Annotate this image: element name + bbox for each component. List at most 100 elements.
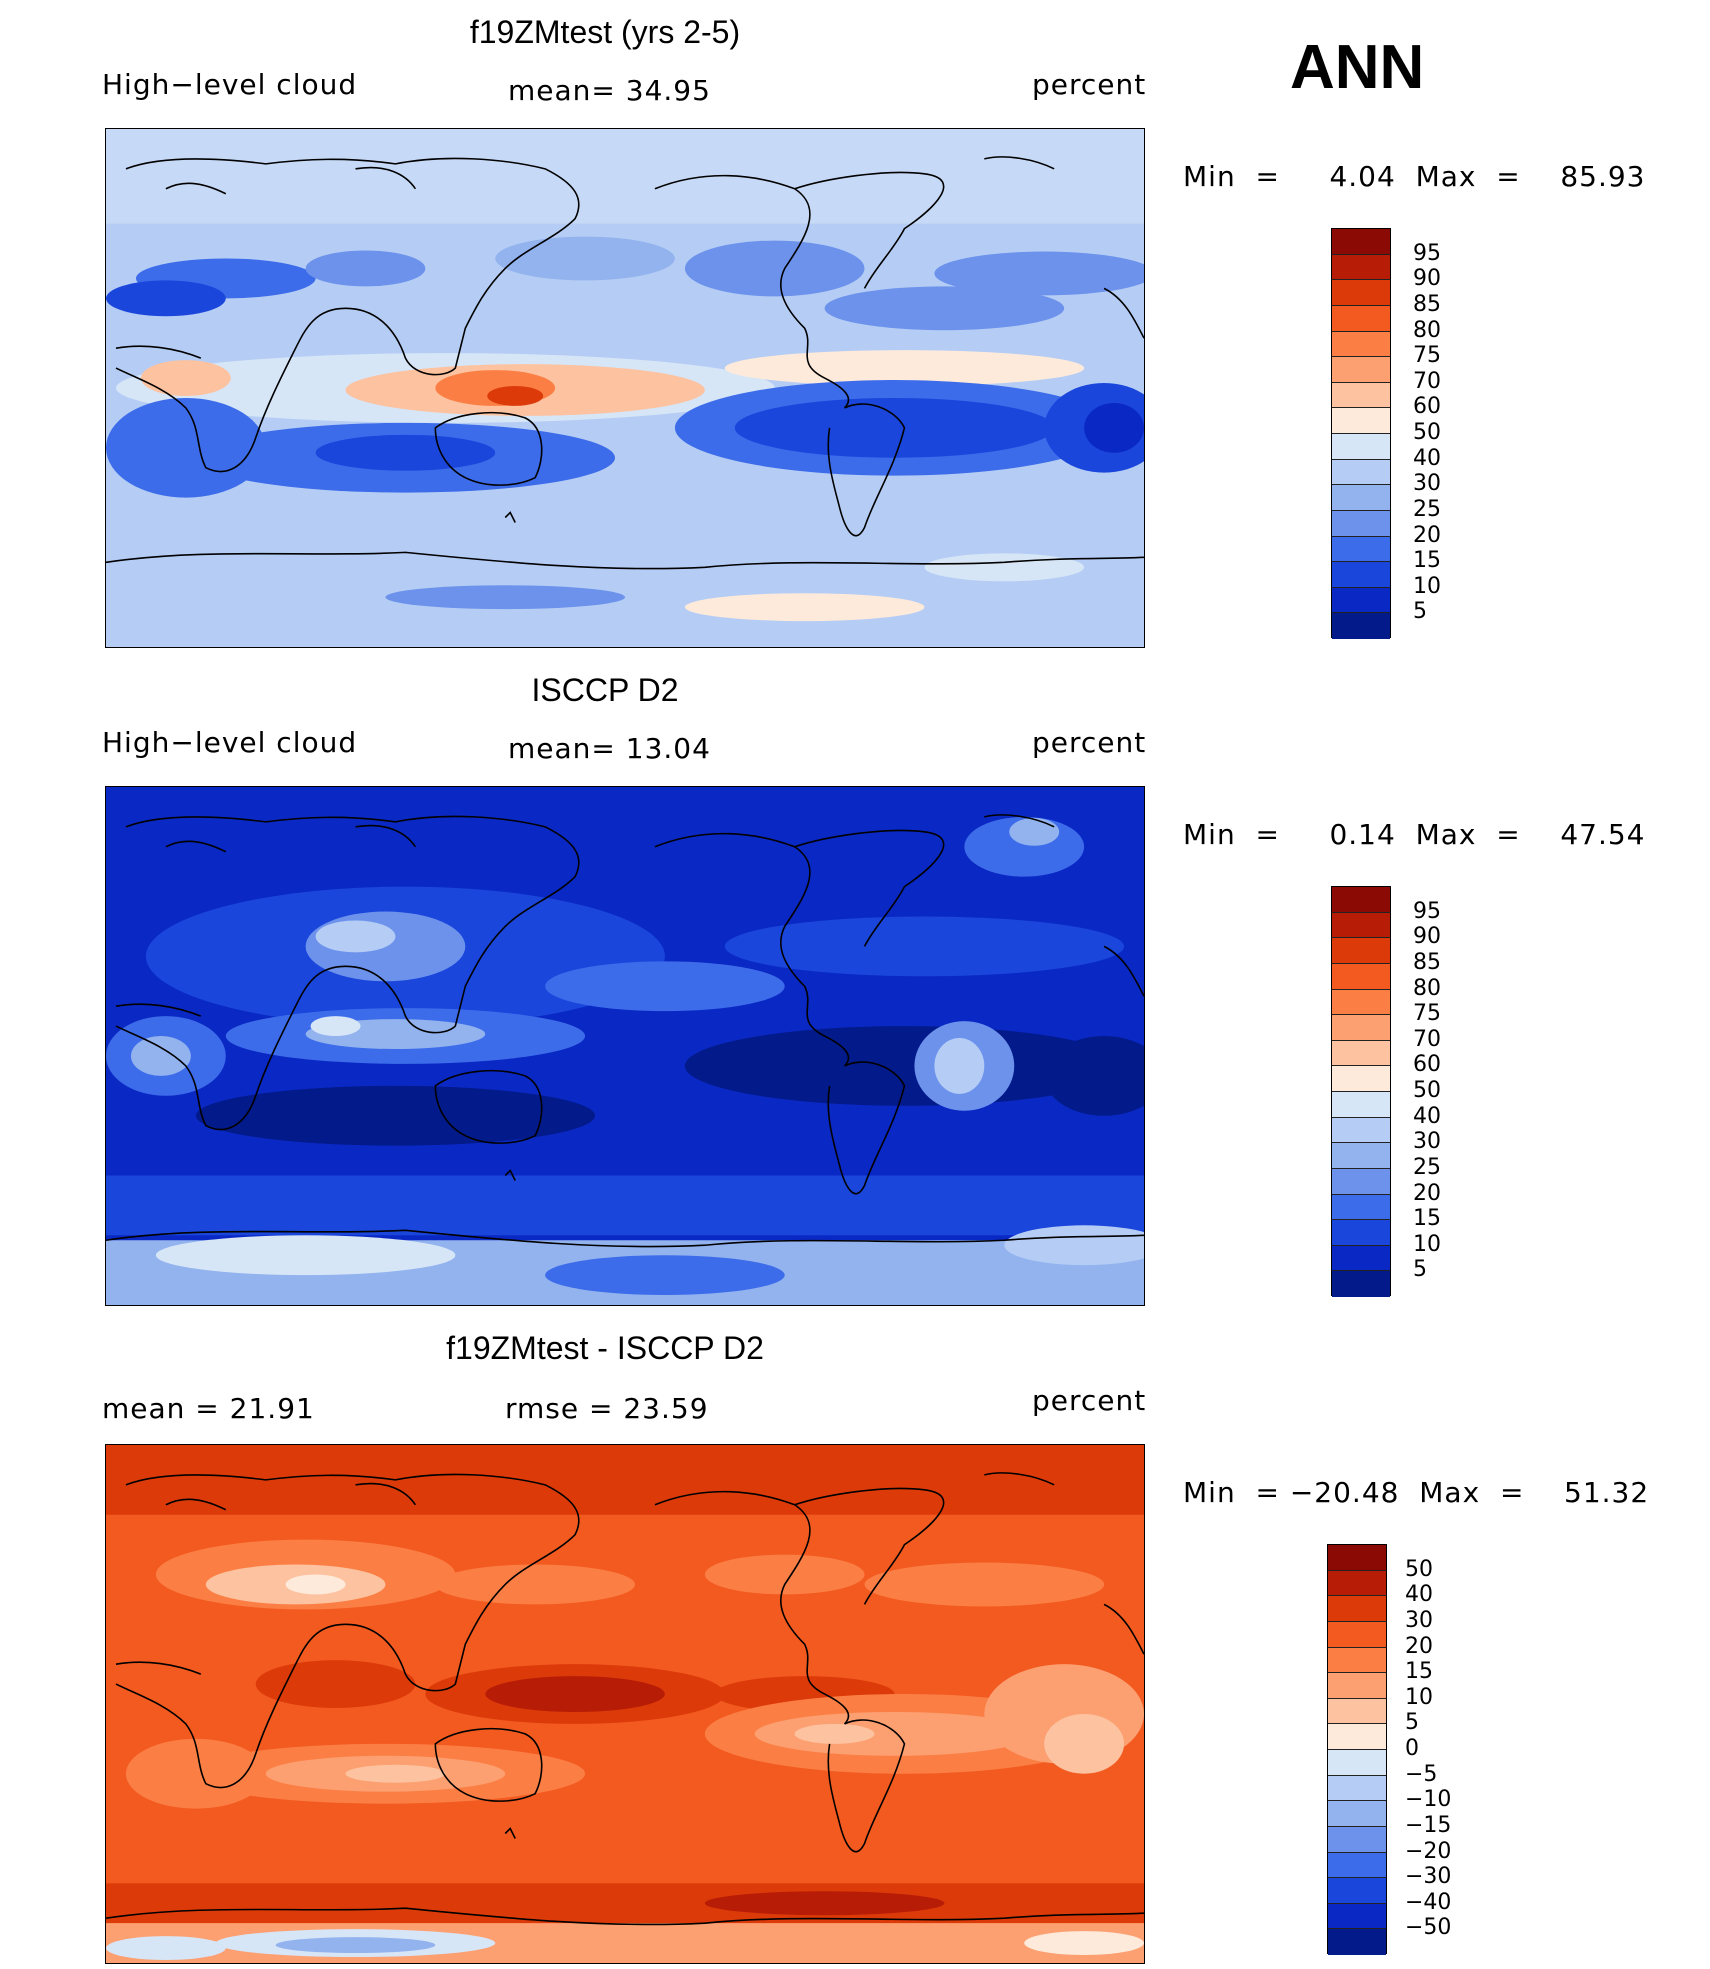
- colorbar-tick-label: 15: [1413, 548, 1441, 574]
- units-label: percent: [1032, 1384, 1147, 1417]
- colorbar-cell: [1332, 938, 1390, 964]
- colorbar-cell: [1332, 280, 1390, 306]
- mean-label: mean = 21.91: [102, 1392, 315, 1425]
- variable-label: High−level cloud: [102, 68, 358, 101]
- colorbar: [1327, 1544, 1387, 1955]
- colorbar-tick-label: 10: [1413, 1231, 1441, 1257]
- colorbar-tick-label: −5: [1405, 1761, 1438, 1787]
- colorbar-cell: [1328, 1621, 1386, 1648]
- colorbar-cell: [1328, 1878, 1386, 1904]
- colorbar-tick-label: 80: [1413, 317, 1441, 343]
- colorbar-tick-label: 5: [1413, 1257, 1427, 1283]
- colorbar-tick-label: −50: [1405, 1915, 1452, 1941]
- map-plot: [105, 786, 1145, 1306]
- variable-label: High−level cloud: [102, 726, 358, 759]
- map-plot: [105, 1444, 1145, 1964]
- colorbar-tick-label: 40: [1413, 445, 1441, 471]
- season-label: ANN: [1290, 33, 1425, 102]
- colorbar: [1331, 228, 1391, 639]
- colorbar-cell: [1328, 1929, 1386, 1955]
- colorbar-cell: [1332, 1066, 1390, 1092]
- colorbar-tick-label: 10: [1413, 573, 1441, 599]
- colorbar-tick-label: 60: [1413, 1052, 1441, 1078]
- panel-title: f19ZMtest - ISCCP D2: [446, 1330, 764, 1366]
- colorbar-cell: [1332, 1117, 1390, 1144]
- colorbar-cell: [1332, 357, 1390, 383]
- mean-label: mean= 34.95: [508, 74, 711, 107]
- contour-map: [106, 787, 1144, 1305]
- colorbar-cell: [1332, 912, 1390, 939]
- colorbar: [1331, 886, 1391, 1297]
- colorbar-tick-label: 20: [1405, 1633, 1433, 1659]
- colorbar-tick-label: −15: [1405, 1812, 1452, 1838]
- colorbar-cell: [1328, 1647, 1386, 1674]
- colorbar-cell: [1332, 887, 1390, 913]
- colorbar-cell: [1332, 536, 1390, 563]
- colorbar-cell: [1332, 1194, 1390, 1221]
- colorbar-cell: [1332, 1271, 1390, 1297]
- colorbar-tick-label: −30: [1405, 1864, 1452, 1890]
- rmse-label: rmse = 23.59: [505, 1392, 709, 1425]
- colorbar-tick-label: 20: [1413, 1180, 1441, 1206]
- units-label: percent: [1032, 68, 1147, 101]
- colorbar-cell: [1328, 1545, 1386, 1571]
- colorbar-cell: [1332, 1143, 1390, 1169]
- colorbar-cell: [1332, 1040, 1390, 1067]
- colorbar-cell: [1328, 1570, 1386, 1597]
- units-label: percent: [1032, 726, 1147, 759]
- min-max-label: Min = 0.14 Max = 47.54: [1183, 818, 1646, 851]
- colorbar-cell: [1332, 485, 1390, 511]
- colorbar-cell: [1332, 408, 1390, 434]
- colorbar-cell: [1332, 331, 1390, 358]
- colorbar-cell: [1328, 1698, 1386, 1725]
- colorbar-tick-label: 25: [1413, 496, 1441, 522]
- colorbar-cell: [1328, 1673, 1386, 1699]
- colorbar-tick-label: 25: [1413, 1154, 1441, 1180]
- colorbar-tick-label: 20: [1413, 522, 1441, 548]
- colorbar-cell: [1332, 229, 1390, 255]
- colorbar-tick-label: 75: [1413, 343, 1441, 369]
- colorbar-cell: [1332, 963, 1390, 990]
- colorbar-cell: [1332, 382, 1390, 409]
- colorbar-cell: [1328, 1801, 1386, 1827]
- colorbar-tick-label: 50: [1413, 1078, 1441, 1103]
- colorbar-tick-label: 70: [1413, 368, 1441, 394]
- map-plot: [105, 128, 1145, 648]
- colorbar-cell: [1332, 1220, 1390, 1246]
- colorbar-cell: [1328, 1596, 1386, 1622]
- colorbar-cell: [1328, 1903, 1386, 1930]
- colorbar-tick-label: 95: [1413, 240, 1441, 266]
- colorbar-cell: [1328, 1852, 1386, 1879]
- contour-map: [106, 129, 1144, 647]
- colorbar-tick-label: 5: [1413, 599, 1427, 625]
- colorbar-tick-label: −40: [1405, 1889, 1452, 1915]
- colorbar-cell: [1332, 562, 1390, 588]
- colorbar-tick-label: 90: [1413, 266, 1441, 292]
- colorbar-tick-label: 60: [1413, 394, 1441, 420]
- colorbar-tick-label: 80: [1413, 975, 1441, 1001]
- colorbar-tick-label: −10: [1405, 1787, 1452, 1813]
- colorbar-cell: [1328, 1775, 1386, 1802]
- colorbar-tick-label: 50: [1413, 420, 1441, 445]
- colorbar-tick-label: 30: [1405, 1607, 1433, 1633]
- colorbar-cell: [1332, 587, 1390, 614]
- colorbar-tick-label: 0: [1405, 1736, 1419, 1761]
- panel-title: f19ZMtest (yrs 2-5): [469, 14, 741, 50]
- colorbar-tick-label: 40: [1405, 1582, 1433, 1608]
- colorbar-cell: [1332, 1015, 1390, 1041]
- colorbar-cell: [1332, 1245, 1390, 1272]
- colorbar-cell: [1332, 989, 1390, 1016]
- colorbar-cell: [1332, 305, 1390, 332]
- colorbar-tick-label: 85: [1413, 949, 1441, 975]
- colorbar-cell: [1332, 254, 1390, 281]
- colorbar-tick-label: 90: [1413, 924, 1441, 950]
- mean-label: mean= 13.04: [508, 732, 711, 765]
- colorbar-cell: [1332, 613, 1390, 639]
- min-max-label: Min = 4.04 Max = 85.93: [1183, 160, 1646, 193]
- colorbar-tick-label: 5: [1405, 1710, 1419, 1736]
- colorbar-cell: [1328, 1724, 1386, 1750]
- colorbar-cell: [1332, 459, 1390, 486]
- colorbar-tick-label: 30: [1413, 471, 1441, 497]
- panel-title: ISCCP D2: [531, 672, 679, 708]
- colorbar-tick-label: 95: [1413, 898, 1441, 924]
